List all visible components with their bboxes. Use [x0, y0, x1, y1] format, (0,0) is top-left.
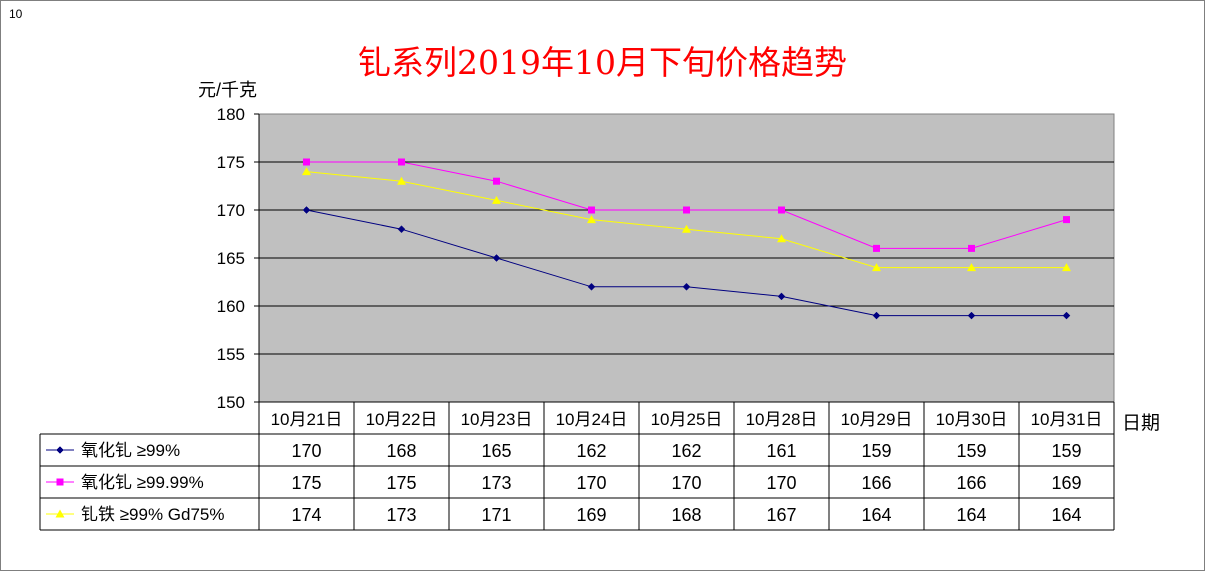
series-1-point [1062, 311, 1071, 320]
y-axis-label: 元/千克 [198, 80, 258, 100]
data-table-value: 159 [956, 441, 986, 461]
data-table-value: 173 [481, 473, 511, 493]
x-category-label: 10月30日 [936, 410, 1008, 429]
data-table-value: 168 [671, 505, 701, 525]
y-tick-label: 155 [217, 345, 245, 364]
series-1-point [587, 282, 596, 291]
data-table-value: 174 [291, 505, 321, 525]
data-table-value: 171 [481, 505, 511, 525]
data-table-value: 162 [671, 441, 701, 461]
series-2-point [303, 158, 310, 166]
data-table-value: 165 [481, 441, 511, 461]
data-table-value: 170 [576, 473, 606, 493]
legend-marker [56, 446, 64, 454]
x-category-label: 10月24日 [556, 410, 628, 429]
x-category-label: 10月31日 [1031, 410, 1103, 429]
series-3-point [587, 215, 596, 224]
series-3-point [872, 263, 881, 272]
series-1-point [302, 206, 311, 214]
data-table-value: 168 [386, 441, 416, 461]
series-3-point [777, 234, 786, 243]
legend-marker [55, 509, 65, 518]
y-tick-label: 175 [217, 153, 245, 172]
data-table-value: 175 [291, 473, 321, 493]
x-category-label: 10月25日 [651, 410, 723, 429]
x-category-label: 10月22日 [366, 410, 438, 429]
data-table-value: 164 [861, 505, 891, 525]
y-tick-label: 150 [217, 393, 245, 412]
series-2-point [968, 244, 975, 252]
series-3-point [682, 224, 691, 233]
legend-label: 氧化钆 ≥99.99% [81, 473, 204, 492]
series-3-point [302, 167, 311, 176]
series-2-point [588, 206, 595, 214]
data-table-value: 169 [1051, 473, 1081, 493]
series-3-point [967, 263, 976, 272]
chart-title: 钆系列2019年10月下旬价格趋势 [358, 43, 847, 82]
x-category-label: 10月23日 [461, 410, 533, 429]
legend-marker [56, 478, 64, 486]
x-category-label: 10月21日 [271, 410, 343, 429]
x-category-label: 10月28日 [746, 410, 818, 429]
series-2-point [778, 206, 785, 214]
y-tick-label: 165 [217, 249, 245, 268]
data-table-value: 169 [576, 505, 606, 525]
data-table-value: 161 [766, 441, 796, 461]
series-1-point [682, 282, 691, 291]
data-table-value: 170 [291, 441, 321, 461]
series-1-point [492, 254, 501, 262]
x-category-label: 10月29日 [841, 410, 913, 429]
x-axis-label: 日期 [1122, 413, 1161, 434]
data-table-value: 173 [386, 505, 416, 525]
data-table-value: 166 [956, 473, 986, 493]
data-table-value: 159 [861, 441, 891, 461]
series-1-point [967, 311, 976, 320]
series-3-point [397, 176, 406, 185]
legend-label: 氧化钆 ≥99% [81, 441, 180, 460]
series-2-point [493, 177, 500, 185]
data-table-value: 164 [1051, 505, 1081, 525]
data-table-value: 162 [576, 441, 606, 461]
series-3-point [492, 195, 501, 204]
series-1-point [397, 225, 406, 234]
legend-label: 钆铁 ≥99% Gd75% [81, 505, 225, 524]
y-tick-label: 170 [217, 201, 245, 220]
series-3-point [1062, 263, 1071, 272]
data-table-value: 166 [861, 473, 891, 493]
data-table-value: 170 [766, 473, 796, 493]
series-1-point [872, 311, 881, 320]
data-table-value: 167 [766, 505, 796, 525]
series-1-point [777, 292, 786, 301]
y-tick-label: 160 [217, 297, 245, 316]
data-table-value: 159 [1051, 441, 1081, 461]
data-table-value: 164 [956, 505, 986, 525]
corner-label: 10 [9, 7, 23, 21]
data-table-value: 170 [671, 473, 701, 493]
series-2-point [873, 244, 880, 252]
y-tick-label: 180 [217, 105, 245, 124]
data-table-value: 175 [386, 473, 416, 493]
series-2-point [398, 158, 405, 166]
series-2-point [683, 206, 690, 214]
series-2-point [1063, 216, 1070, 224]
